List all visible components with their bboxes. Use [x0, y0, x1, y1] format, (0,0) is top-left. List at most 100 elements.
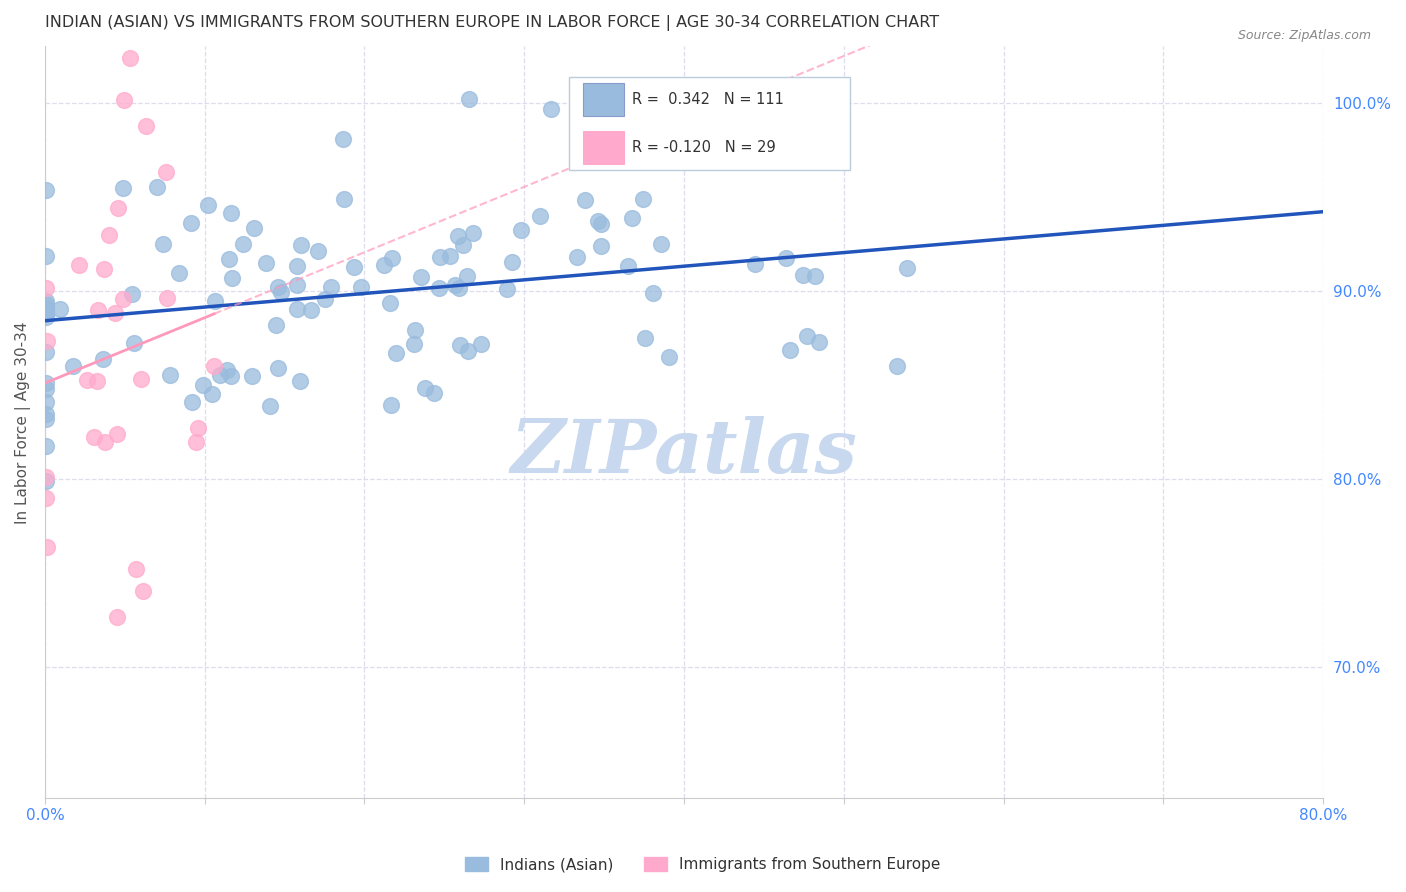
Point: [184, 434, 207, 449]
Point: [35, 249, 58, 263]
Point: [221, 271, 243, 285]
Point: [631, 192, 654, 206]
Point: [146, 179, 169, 194]
Point: [429, 250, 451, 264]
Point: [378, 296, 401, 310]
Text: R = -0.120   N = 29: R = -0.120 N = 29: [631, 140, 776, 154]
Point: [267, 360, 290, 375]
Point: [93, 261, 115, 276]
Point: [447, 280, 470, 294]
Point: [449, 338, 471, 352]
Point: [105, 426, 128, 441]
Point: [792, 268, 814, 282]
Point: [35, 310, 58, 324]
Point: [270, 285, 292, 299]
Point: [333, 192, 356, 206]
Point: [105, 609, 128, 624]
Text: Source: ZipAtlas.com: Source: ZipAtlas.com: [1237, 29, 1371, 42]
Point: [617, 259, 640, 273]
Point: [156, 291, 179, 305]
Point: [83, 430, 105, 444]
Point: [187, 421, 209, 435]
Point: [35, 304, 58, 318]
Legend: Indians (Asian), Immigrants from Southern Europe: Indians (Asian), Immigrants from Souther…: [457, 849, 949, 880]
Point: [439, 249, 461, 263]
Point: [343, 260, 366, 274]
Point: [373, 258, 395, 272]
Point: [122, 336, 145, 351]
Point: [91, 351, 114, 366]
Point: [591, 217, 613, 231]
Point: [118, 51, 141, 65]
Point: [634, 331, 657, 345]
Point: [457, 344, 479, 359]
Point: [35, 281, 58, 295]
Point: [886, 359, 908, 373]
Point: [288, 374, 311, 388]
Point: [35, 412, 58, 426]
Point: [540, 103, 562, 117]
Point: [307, 244, 329, 258]
Point: [240, 369, 263, 384]
Point: [232, 236, 254, 251]
Point: [385, 345, 408, 359]
Point: [37, 334, 59, 349]
Point: [87, 303, 110, 318]
Point: [413, 381, 436, 395]
Point: [796, 329, 818, 343]
Point: [112, 180, 135, 194]
Point: [299, 303, 322, 318]
Point: [35, 394, 58, 409]
Point: [423, 385, 446, 400]
Point: [201, 387, 224, 401]
Point: [35, 439, 58, 453]
Point: [290, 238, 312, 252]
Text: R =  0.342   N = 111: R = 0.342 N = 111: [631, 92, 783, 107]
Point: [180, 395, 202, 409]
Point: [67, 258, 90, 272]
Point: [779, 343, 801, 358]
Point: [202, 359, 225, 373]
Point: [264, 318, 287, 333]
Point: [381, 251, 404, 265]
Point: [254, 256, 277, 270]
Point: [470, 337, 492, 351]
Point: [589, 238, 612, 252]
Point: [35, 382, 58, 396]
Point: [775, 251, 797, 265]
Point: [35, 475, 58, 489]
Point: [285, 301, 308, 316]
Point: [86, 374, 108, 388]
Point: [94, 434, 117, 449]
Point: [650, 237, 672, 252]
Point: [267, 280, 290, 294]
Point: [565, 250, 588, 264]
Point: [496, 282, 519, 296]
Point: [62, 359, 84, 373]
Point: [803, 268, 825, 283]
Point: [218, 252, 240, 266]
Point: [35, 306, 58, 320]
Point: [37, 540, 59, 554]
Point: [411, 270, 433, 285]
Point: [349, 280, 371, 294]
Point: [180, 216, 202, 230]
FancyBboxPatch shape: [583, 131, 624, 164]
Point: [76, 373, 98, 387]
Point: [242, 221, 264, 235]
Point: [49, 301, 72, 316]
Point: [35, 294, 58, 309]
Point: [35, 491, 58, 506]
Point: [285, 259, 308, 273]
Point: [152, 236, 174, 251]
Point: [159, 368, 181, 383]
Point: [354, 21, 377, 35]
Point: [586, 214, 609, 228]
FancyBboxPatch shape: [583, 83, 624, 116]
Point: [107, 201, 129, 215]
Text: ZIPatlas: ZIPatlas: [510, 416, 858, 489]
Point: [314, 293, 336, 307]
Point: [259, 399, 281, 413]
Point: [219, 206, 242, 220]
Point: [807, 334, 830, 349]
